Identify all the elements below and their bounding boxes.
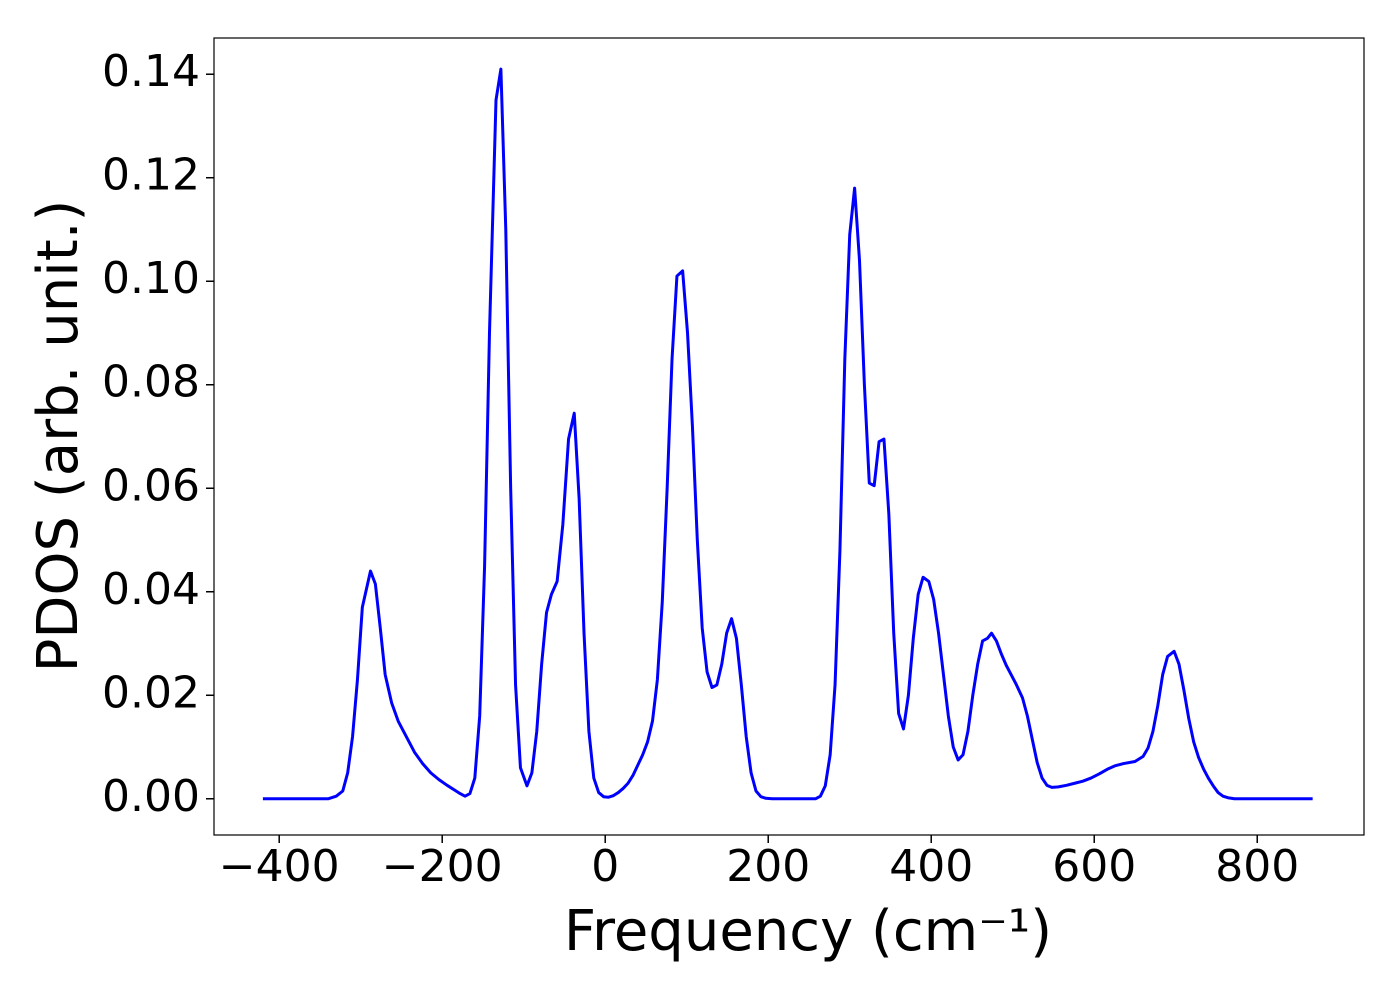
y-tick-label: 0.04 — [102, 564, 200, 615]
y-tick-label: 0.12 — [102, 150, 200, 201]
x-axis-label: Frequency (cm⁻¹) — [564, 899, 1052, 964]
x-tick-label: 800 — [1215, 841, 1299, 892]
y-tick-label: 0.02 — [102, 667, 200, 718]
y-axis-label: PDOS (arb. unit.) — [26, 200, 91, 673]
plot-frame — [213, 37, 1365, 836]
x-tick-label: −200 — [382, 841, 503, 892]
x-tick-label: −400 — [219, 841, 340, 892]
line — [262, 67, 1313, 801]
x-tick-label: 200 — [726, 841, 810, 892]
y-tick-label: 0.06 — [102, 460, 200, 511]
x-tick-label: 0 — [591, 841, 619, 892]
x-tick-label: 600 — [1052, 841, 1136, 892]
y-tick-label: 0.00 — [102, 771, 200, 822]
y-tick-label: 0.14 — [102, 46, 200, 97]
y-tick-label: 0.10 — [102, 253, 200, 304]
x-tick-label: 400 — [889, 841, 973, 892]
y-tick-label: 0.08 — [102, 357, 200, 408]
